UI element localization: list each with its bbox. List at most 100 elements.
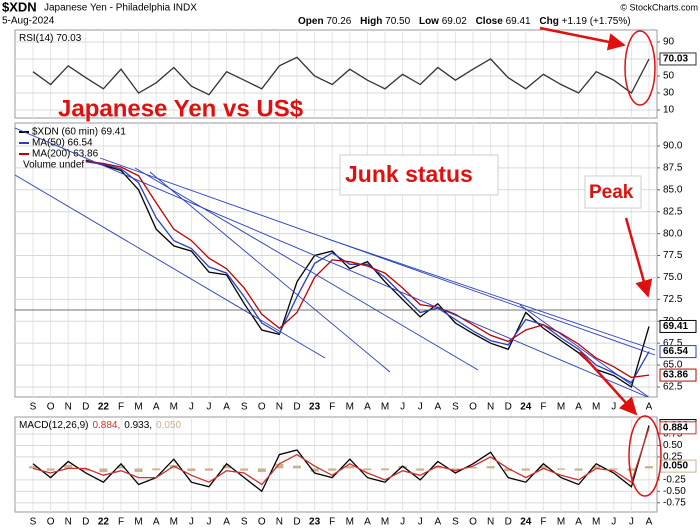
x-tick-label: 22 <box>98 402 110 413</box>
y-tick-label: 0.50 <box>663 440 683 451</box>
last-value-label: 63.86 <box>663 370 688 381</box>
last-value-label: 66.54 <box>663 346 688 357</box>
histogram-bar <box>257 468 266 473</box>
x-tick-label: J <box>400 517 405 528</box>
arrow <box>539 26 626 51</box>
x-tick-label: J <box>189 517 194 528</box>
x-tick-label: S <box>452 517 459 528</box>
last-value-box <box>659 319 697 333</box>
x-tick-label: J <box>400 402 405 413</box>
panel-title: MACD(12,26,9) 0.884, 0.933, 0.050 <box>19 420 182 431</box>
histogram-bar <box>451 468 460 470</box>
description: Japanese Yen - Philadelphia INDX <box>44 3 197 14</box>
x-tick-label: M <box>592 517 600 528</box>
x-tick-label: N <box>65 402 72 413</box>
histogram-bar <box>240 468 249 471</box>
x-tick-label: D <box>293 402 300 413</box>
x-tick-label: 23 <box>309 517 321 528</box>
legend-entry: $XDN (60 min) 69.41 <box>32 127 126 138</box>
legend-entry: MA(50) 66.54 <box>32 138 93 149</box>
x-tick-label: S <box>30 402 37 413</box>
histogram-bar <box>117 465 125 469</box>
quote-value: 70.50 <box>385 16 410 27</box>
x-tick-label: J <box>418 402 423 413</box>
x-tick-label: S <box>241 517 248 528</box>
junk-box <box>339 154 499 196</box>
histogram-bar <box>486 466 495 469</box>
x-tick-label: A <box>223 517 230 528</box>
x-tick-label: S <box>241 402 248 413</box>
x-tick-label: F <box>118 517 124 528</box>
histogram-bar <box>433 466 442 469</box>
histogram-bar <box>381 468 389 471</box>
x-tick-label: N <box>276 517 283 528</box>
panel <box>14 416 658 513</box>
x-tick-label: M <box>346 402 354 413</box>
y-tick-label: 87.5 <box>663 163 683 174</box>
panel-title: RSI(14) 70.03 <box>19 33 82 44</box>
x-tick-label: 24 <box>520 402 532 413</box>
quote-value: 69.41 <box>506 16 531 27</box>
x-tick-label: M <box>170 402 178 413</box>
histogram-bar <box>293 465 301 469</box>
histogram-bar <box>134 468 143 473</box>
x-tick-label: A <box>434 402 441 413</box>
x-tick-label: D <box>82 517 89 528</box>
y-tick-label: 90 <box>663 37 675 48</box>
highlight <box>628 415 662 497</box>
x-tick-label: J <box>418 517 423 528</box>
series-line <box>32 425 650 493</box>
y-tick-label: 30 <box>663 88 675 99</box>
x-tick-label: A <box>153 402 160 413</box>
arrow <box>624 217 653 298</box>
headline: Japanese Yen vs US$ <box>58 95 304 122</box>
histogram-bar <box>557 468 565 470</box>
x-tick-label: A <box>364 517 371 528</box>
x-tick-label: A <box>575 517 582 528</box>
x-tick-label: F <box>118 402 124 413</box>
histogram-bar <box>469 467 477 469</box>
histogram-bar <box>64 464 73 469</box>
symbol: $XDN <box>2 0 37 14</box>
histogram-bar <box>187 468 196 472</box>
last-value-box <box>659 421 697 435</box>
x-tick-label: S <box>452 402 459 413</box>
x-tick-label: A <box>646 402 653 413</box>
x-tick-label: J <box>611 517 616 528</box>
x-tick-label: M <box>346 517 354 528</box>
x-tick-label: M <box>592 402 600 413</box>
histogram-bar <box>29 466 37 469</box>
y-tick-label: 82.5 <box>663 206 683 217</box>
quote-value: +1.19 (+1.75%) <box>562 16 631 27</box>
x-tick-label: 23 <box>309 402 321 413</box>
trend-line <box>519 304 650 397</box>
y-tick-label: 67.5 <box>663 338 683 349</box>
histogram-bar <box>81 468 90 471</box>
y-tick-label: 50 <box>663 71 675 82</box>
y-tick-label: -0.25 <box>663 475 686 486</box>
last-value-label: 0.050 <box>663 461 688 472</box>
legend-entry: Volume undef <box>23 160 84 171</box>
histogram-bar <box>645 466 653 469</box>
histogram-bar <box>398 466 407 469</box>
panel <box>14 29 658 119</box>
x-tick-label: A <box>646 517 653 528</box>
histogram-bar <box>345 466 354 469</box>
trend-line <box>149 171 391 373</box>
y-tick-label: 62.5 <box>663 382 683 393</box>
x-tick-label: J <box>207 517 212 528</box>
histogram-bar <box>275 463 284 469</box>
x-tick-label: D <box>505 402 512 413</box>
junk-label: Junk status <box>345 161 473 187</box>
quote-label: High <box>360 16 382 27</box>
panel-title-text: MACD(12,26,9) <box>19 420 88 431</box>
x-tick-label: D <box>505 517 512 528</box>
x-tick-label: F <box>540 402 546 413</box>
quote-value: 70.26 <box>326 16 351 27</box>
legend-entry: 0.050 <box>156 420 181 431</box>
x-tick-label: M <box>557 517 565 528</box>
x-tick-label: A <box>364 402 371 413</box>
quote: Open 70.26 High 70.50 Low 69.02 Close 69… <box>298 16 631 27</box>
histogram-bar <box>609 468 618 470</box>
